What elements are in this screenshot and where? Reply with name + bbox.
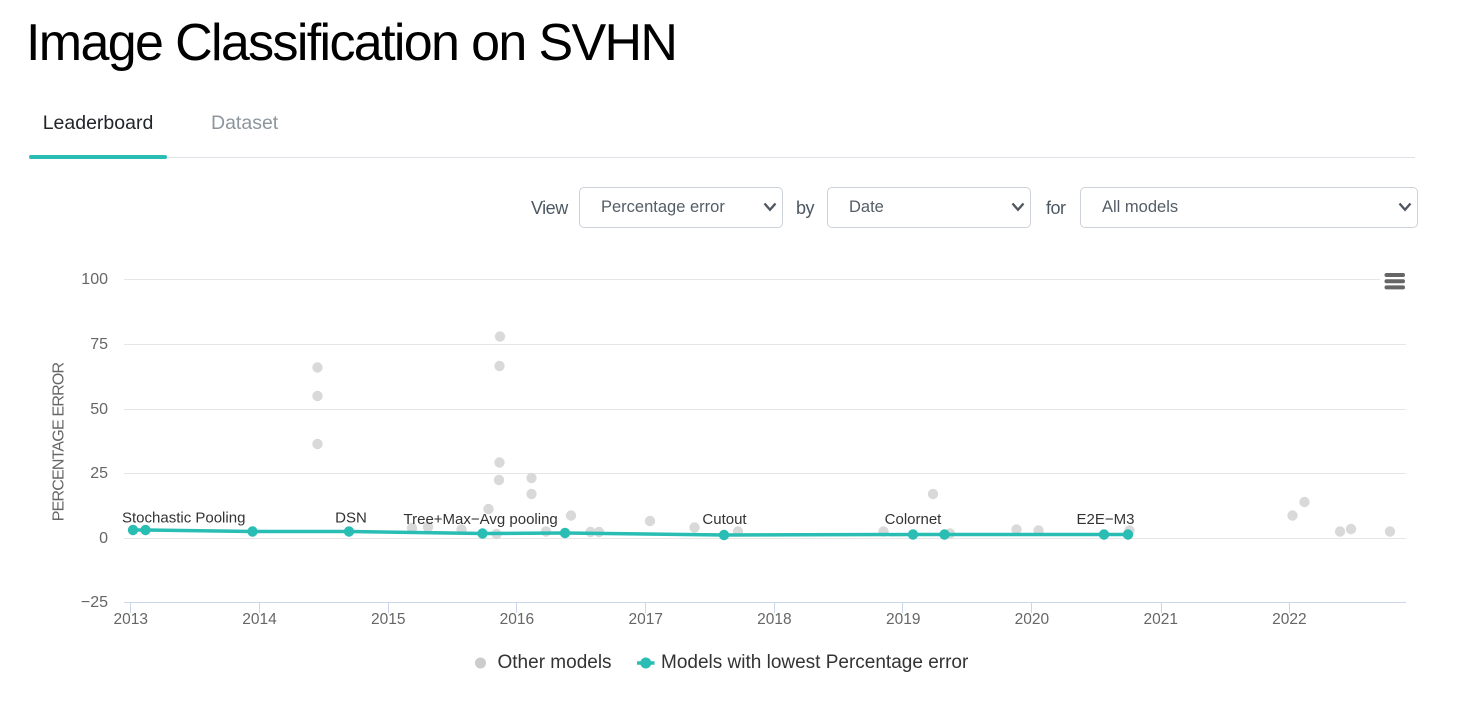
svg-text:DSN: DSN (335, 510, 367, 527)
svg-text:Tree+Max−Avg pooling: Tree+Max−Avg pooling (404, 511, 558, 528)
svg-text:75: 75 (90, 336, 108, 353)
svg-text:E2E−M3: E2E−M3 (1077, 511, 1135, 528)
svg-text:50: 50 (90, 401, 108, 418)
svg-text:2019: 2019 (886, 611, 920, 628)
svg-text:2022: 2022 (1272, 611, 1306, 628)
svg-text:2020: 2020 (1015, 611, 1050, 628)
svg-text:25: 25 (90, 465, 108, 482)
svg-text:100: 100 (81, 271, 108, 288)
svg-text:Cutout: Cutout (702, 511, 747, 528)
svg-text:0: 0 (99, 530, 108, 547)
svg-text:2014: 2014 (242, 611, 277, 628)
svg-text:−25: −25 (81, 594, 108, 611)
svg-text:Stochastic Pooling: Stochastic Pooling (122, 510, 245, 527)
svg-text:2013: 2013 (113, 611, 147, 628)
svg-text:2018: 2018 (757, 611, 791, 628)
svg-text:2021: 2021 (1143, 611, 1177, 628)
svg-text:Models with lowest Percentage: Models with lowest Percentage error (661, 652, 969, 673)
svg-text:2017: 2017 (628, 611, 662, 628)
svg-text:Colornet: Colornet (885, 511, 943, 528)
svg-text:2015: 2015 (371, 611, 405, 628)
svg-text:2016: 2016 (500, 611, 534, 628)
svg-text:PERCENTAGE ERROR: PERCENTAGE ERROR (51, 363, 68, 522)
svg-text:Other models: Other models (498, 652, 612, 673)
